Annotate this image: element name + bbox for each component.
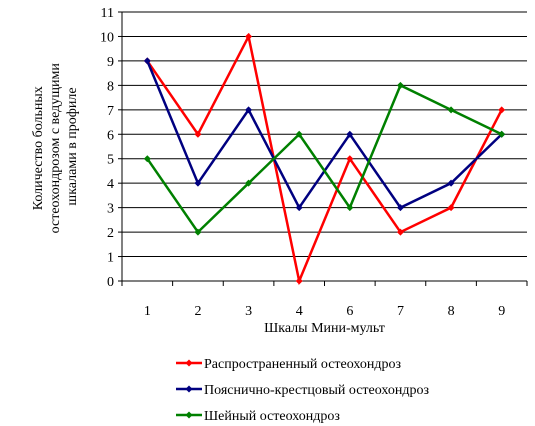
y-tick-label-0: 0 (107, 275, 114, 290)
legend-item-1: Распространенный остеохондроз (176, 357, 401, 372)
legend-label-3: Шейный остеохондроз (204, 409, 340, 424)
legend-swatch-marker-1 (185, 359, 193, 367)
y-tick-label-6: 6 (107, 128, 114, 143)
y-tick-label-11: 11 (101, 6, 114, 21)
series-line-1 (146, 32, 503, 286)
axes (118, 11, 528, 286)
y-tick-label-10: 10 (100, 30, 114, 45)
legend-label-2: Пояснично-крестцовый остеохондроз (204, 383, 430, 398)
y-tick-labels: 0 1 2 3 4 5 6 7 8 9 10 11 (100, 6, 114, 290)
series-3-point-3 (245, 179, 253, 187)
series-2-point-2 (194, 179, 202, 187)
x-tick-label-6: 6 (346, 304, 353, 319)
y-tick-label-4: 4 (107, 177, 114, 192)
series-1-point-7 (396, 228, 404, 236)
x-tick-label-1: 1 (144, 304, 151, 319)
y-tick-label-7: 7 (107, 104, 114, 119)
series-3-point-6 (346, 204, 354, 212)
series-2-point-6 (346, 130, 354, 138)
x-tick-label-2: 2 (194, 304, 201, 319)
series-lines (143, 32, 506, 286)
y-tick-label-1: 1 (107, 251, 114, 266)
x-tick-label-4: 4 (296, 304, 303, 319)
y-axis-title-line-3: шкалами в профиле (65, 87, 80, 205)
x-tick-label-9: 9 (498, 304, 505, 319)
x-tick-label-7: 7 (397, 304, 404, 319)
legend-item-2: Пояснично-крестцовый остеохондроз (176, 383, 430, 398)
series-2-point-3 (245, 106, 253, 114)
series-1-point-2 (194, 130, 202, 138)
series-3-point-4 (295, 130, 303, 138)
series-2-point-1 (143, 57, 151, 65)
x-tick-labels: 1 2 3 4 6 7 8 9 (144, 304, 505, 319)
legend-swatch-marker-2 (185, 385, 193, 393)
y-tick-label-5: 5 (107, 153, 114, 168)
series-line-3 (146, 83, 503, 235)
y-tick-label-3: 3 (107, 202, 114, 217)
series-3-point-8 (447, 106, 455, 114)
y-axis-title: Количество больных остеохондрозом с веду… (31, 60, 80, 234)
x-axis-title: Шкалы Мини-мульт (264, 321, 385, 336)
series-2-point-8 (447, 179, 455, 187)
series-2-point-7 (396, 204, 404, 212)
series-3-point-7 (396, 81, 404, 89)
series-1-point-9 (498, 106, 506, 114)
series-3-point-2 (194, 228, 202, 236)
series-2-point-4 (295, 204, 303, 212)
gridlines (122, 11, 527, 258)
series-1-point-4 (295, 277, 303, 285)
legend: Распространенный остеохондроз Пояснично-к… (176, 357, 430, 424)
y-tick-label-2: 2 (107, 226, 114, 241)
series-1-point-3 (245, 32, 253, 40)
legend-item-3: Шейный остеохондроз (176, 409, 340, 424)
x-tick-label-3: 3 (245, 304, 252, 319)
y-axis-title-line-1: Количество больных (31, 86, 46, 210)
series-1-point-6 (346, 155, 354, 163)
legend-label-1: Распространенный остеохондроз (204, 357, 401, 372)
legend-swatch-marker-3 (185, 411, 193, 419)
x-tick-label-8: 8 (448, 304, 455, 319)
series-3-point-9 (498, 130, 506, 138)
y-tick-label-9: 9 (107, 55, 114, 70)
series-3-point-1 (143, 155, 151, 163)
series-1-point-8 (447, 204, 455, 212)
y-tick-label-8: 8 (107, 79, 114, 94)
y-axis-title-line-2: остеохондрозом с ведущими (48, 63, 63, 234)
